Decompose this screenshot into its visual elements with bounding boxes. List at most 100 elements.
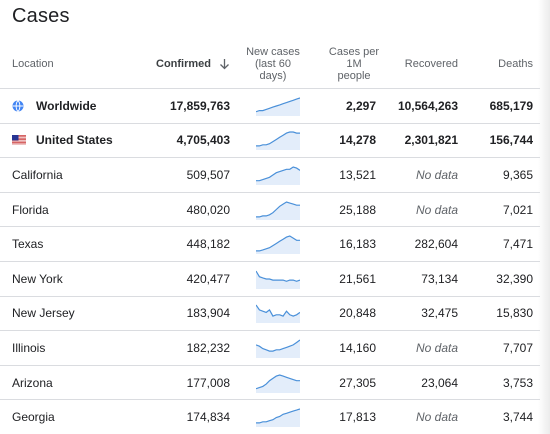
sparkline-line [256, 339, 300, 352]
cases-per-1m-cell: 25,188 [339, 202, 376, 217]
column-header-confirmed[interactable]: Confirmed [156, 38, 230, 89]
new-cases-sparkline [256, 124, 300, 158]
recovered-cell: No data [415, 167, 458, 182]
deaths-cell: 685,179 [489, 98, 533, 113]
location-cell: Georgia [12, 410, 55, 425]
sparkline-line [256, 270, 300, 282]
sparkline-line [256, 97, 300, 113]
table-row[interactable]: New Jersey 183,904 20,848 32,475 15,830 [0, 297, 540, 332]
location-cell: California [12, 167, 63, 182]
deaths-cell: 7,707 [502, 340, 533, 355]
sparkline-area [256, 236, 300, 255]
sparkline-line [256, 408, 300, 424]
table-row[interactable]: California 509,507 13,521 No data 9,365 [0, 158, 540, 193]
location-cell: Florida [12, 202, 49, 217]
deaths-cell: 15,830 [496, 306, 533, 321]
new-cases-sparkline [256, 331, 300, 365]
new-cases-sparkline [256, 400, 300, 434]
sparkline-line [256, 166, 300, 182]
recovered-cell: 2,301,821 [404, 133, 458, 148]
new-cases-sparkline [256, 227, 300, 261]
table-row[interactable]: Illinois 182,232 14,160 No data 7,707 [0, 331, 540, 366]
cases-per-1m-cell: 20,848 [339, 306, 376, 321]
location-cell: Worldwide [36, 98, 97, 113]
confirmed-cell: 480,020 [186, 202, 230, 217]
globe-icon [12, 99, 24, 112]
recovered-cell: 282,604 [414, 237, 458, 252]
confirmed-cell: 17,859,763 [169, 98, 230, 113]
deaths-cell: 3,753 [502, 375, 533, 390]
page-title: Cases [12, 5, 70, 27]
cases-per-1m-cell: 2,297 [345, 98, 376, 113]
table-body: Worldwide 17,859,763 2,297 10,564,263 685,17… [0, 89, 540, 434]
confirmed-cell: 177,008 [186, 375, 230, 390]
confirmed-cell: 448,182 [186, 237, 230, 252]
cases-per-1m-cell: 13,521 [339, 167, 376, 182]
location-cell: Arizona [12, 375, 53, 390]
column-header-recovered[interactable]: Recovered [404, 57, 458, 70]
deaths-cell: 156,744 [489, 133, 533, 148]
recovered-cell: 23,064 [421, 375, 458, 390]
recovered-cell: No data [415, 410, 458, 425]
new-cases-sparkline [256, 262, 300, 296]
sparkline-line [256, 373, 300, 389]
cases-per-1m-cell: 17,813 [339, 410, 376, 425]
arrow-down-icon[interactable] [219, 58, 230, 70]
column-header-location[interactable]: Location [12, 57, 54, 70]
table-header: Location Confirmed New cases (last 60 da… [0, 38, 540, 89]
column-header-cases-per-1m-line2: 1M [346, 57, 362, 70]
cases-per-1m-cell: 27,305 [339, 375, 376, 390]
sparkline-area [256, 166, 300, 185]
table-row[interactable]: New York 420,477 21,561 73,134 32,390 [0, 262, 540, 297]
deaths-cell: 3,744 [502, 410, 533, 425]
column-header-new-cases[interactable]: New cases (last 60 days) [240, 38, 306, 89]
deaths-cell: 7,021 [502, 202, 533, 217]
sparkline-area [256, 374, 300, 393]
column-header-new-cases-line1: New cases [246, 45, 300, 58]
cases-per-1m-cell: 14,160 [339, 340, 376, 355]
deaths-cell: 7,471 [502, 237, 533, 252]
confirmed-cell: 182,232 [186, 340, 230, 355]
confirmed-cell: 174,834 [186, 410, 230, 425]
recovered-cell: 10,564,263 [397, 98, 458, 113]
location-cell: United States [36, 133, 113, 148]
table-row[interactable]: Florida 480,020 25,188 No data 7,021 [0, 193, 540, 228]
cases-per-1m-cell: 16,183 [339, 237, 376, 252]
table-row[interactable]: United States 4,705,403 14,278 2,301,821 156… [0, 124, 540, 159]
sparkline-line [256, 131, 300, 147]
new-cases-sparkline [256, 89, 300, 123]
new-cases-sparkline [256, 366, 300, 400]
sparkline-area [256, 97, 300, 116]
new-cases-sparkline [256, 297, 300, 331]
confirmed-cell: 420,477 [186, 271, 230, 286]
column-header-cases-per-1m-line1: Cases per [328, 45, 380, 58]
scroll-shadow [538, 0, 550, 434]
table-row[interactable]: Texas 448,182 16,183 282,604 7,471 [0, 227, 540, 262]
sparkline-area [256, 339, 300, 358]
cases-per-1m-cell: 14,278 [339, 133, 376, 148]
new-cases-sparkline [256, 158, 300, 192]
location-cell: Texas [12, 237, 44, 252]
confirmed-cell: 509,507 [186, 167, 230, 182]
sparkline-area [256, 201, 300, 220]
sparkline-area [256, 132, 300, 151]
us-flag-icon [12, 135, 26, 146]
column-header-cases-per-1m[interactable]: Cases per 1M people [328, 38, 380, 89]
location-cell: New Jersey [12, 306, 75, 321]
table-row[interactable]: Worldwide 17,859,763 2,297 10,564,263 685,17… [0, 89, 540, 124]
recovered-cell: No data [415, 202, 458, 217]
table-row[interactable]: Georgia 174,834 17,813 No data 3,744 [0, 400, 540, 434]
table-row[interactable]: Arizona 177,008 27,305 23,064 3,753 [0, 366, 540, 401]
column-header-deaths[interactable]: Deaths [498, 57, 533, 70]
sparkline-area [256, 305, 300, 324]
sparkline-line [256, 200, 300, 218]
recovered-cell: 32,475 [421, 306, 458, 321]
recovered-cell: No data [415, 340, 458, 355]
cases-per-1m-cell: 21,561 [339, 271, 376, 286]
sparkline-area [256, 409, 300, 428]
sparkline-line [256, 305, 300, 318]
new-cases-sparkline [256, 193, 300, 227]
sparkline-line [256, 235, 300, 252]
location-cell: Illinois [12, 340, 46, 355]
deaths-cell: 9,365 [502, 167, 533, 182]
